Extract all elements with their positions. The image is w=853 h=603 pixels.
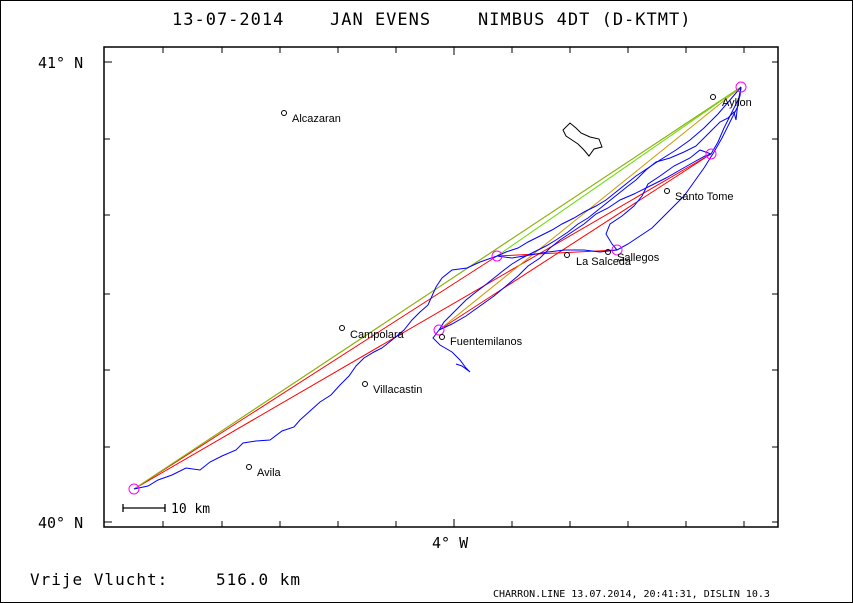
town-label-villacastin: Villacastin: [373, 384, 422, 396]
lake-outline: [562, 122, 603, 157]
town-label-ayllon: Ayllon: [722, 97, 752, 109]
town-marker: [281, 110, 287, 116]
header-pilot: JAN EVENS: [330, 10, 431, 30]
file-info: CHARRON.LINE 13.07.2014, 20:41:31, DISLI…: [493, 589, 770, 600]
turnpoint-marker: [705, 148, 717, 160]
town-marker: [362, 381, 368, 387]
turnpoint-marker: [128, 483, 140, 495]
task-line: [496, 249, 618, 257]
town-label-avila: Avila: [257, 467, 282, 479]
turnpoint-marker: [433, 324, 445, 336]
town-marker: [564, 252, 570, 258]
map-plot-area: [103, 46, 779, 528]
town-marker: [439, 334, 445, 340]
lat-label-bottom: 40° N: [38, 514, 83, 532]
scale-bar-label: 10 km: [171, 502, 210, 517]
town-marker: [246, 464, 252, 470]
axis-ticks: [104, 47, 778, 527]
turnpoint-marker: [611, 244, 623, 256]
task-lines: [133, 86, 742, 490]
town-marker: [710, 94, 716, 100]
town-marker: [339, 325, 345, 331]
task-line: [496, 86, 742, 257]
scale-bar: 10 km: [122, 502, 210, 517]
town-label-fuentemilanos: Fuentemilanos: [450, 336, 523, 348]
town-label-campolara: Campolara: [350, 329, 405, 341]
task-line: [438, 153, 712, 331]
turnpoint-marker: [491, 250, 503, 262]
task-line: [133, 255, 498, 490]
turnpoints: [128, 81, 747, 495]
town-markers: [246, 94, 716, 470]
town-label-alcazaran: Alcazaran: [292, 113, 341, 125]
town-label-santo-tome: Santo Tome: [675, 191, 734, 203]
town-marker: [605, 249, 611, 255]
turnpoint-marker: [735, 81, 747, 93]
town-label-sallegos: Sallegos: [617, 252, 660, 264]
town-label-la-salceda: La Salceda: [576, 256, 632, 268]
lat-label-top: 41° N: [38, 54, 83, 72]
task-line: [133, 153, 712, 490]
distance-label: Vrije Vlucht:: [30, 570, 168, 589]
distance-value: 516.0 km: [216, 570, 301, 589]
town-marker: [664, 188, 670, 194]
header-date: 13-07-2014: [172, 10, 284, 30]
lon-label: 4° W: [432, 534, 469, 552]
task-line: [133, 86, 742, 490]
flight-track: [133, 86, 742, 490]
header-glider: NIMBUS 4DT (D-KTMT): [478, 10, 691, 30]
